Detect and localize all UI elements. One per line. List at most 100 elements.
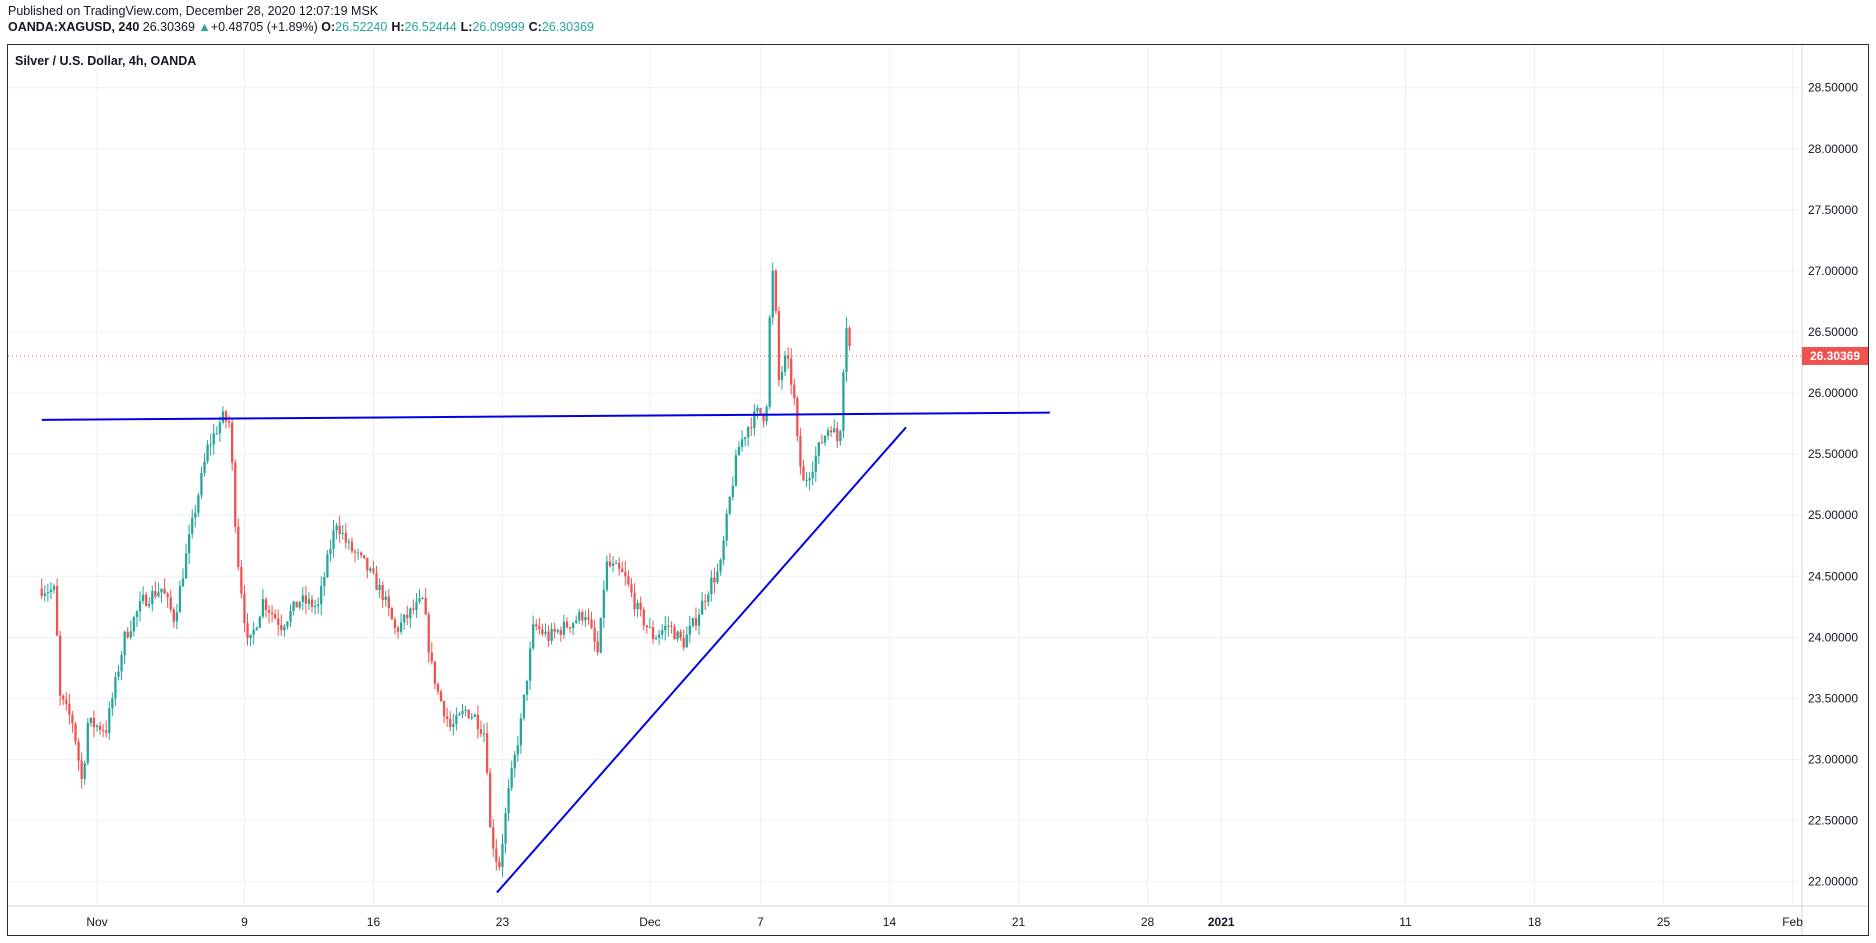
candle-body	[154, 591, 157, 597]
candle-body	[455, 715, 458, 725]
up-candle	[728, 495, 731, 516]
candle-body	[415, 601, 418, 610]
down-candle	[446, 707, 449, 727]
up-candle	[307, 592, 311, 610]
up-candle	[108, 701, 111, 740]
up-candle	[737, 441, 741, 456]
up-candle	[676, 630, 679, 642]
down-candle	[777, 306, 781, 387]
candle-body	[618, 563, 621, 569]
candle-body	[513, 754, 516, 769]
candle-body	[829, 430, 833, 433]
candle-body	[489, 772, 492, 828]
candle-body	[608, 561, 612, 566]
candle-body	[654, 637, 658, 640]
candle-body	[243, 593, 246, 624]
down-candle	[412, 599, 415, 615]
down-candle	[231, 418, 234, 471]
up-candle	[845, 317, 848, 382]
down-candle	[169, 589, 172, 613]
candle-body	[750, 427, 753, 429]
down-candle	[774, 268, 777, 315]
candle-body	[393, 619, 397, 628]
candle-body	[651, 627, 655, 640]
y-tick-label: 22.00000	[1808, 875, 1858, 889]
candle-body	[734, 455, 738, 486]
x-tick-label: 23	[496, 915, 510, 929]
candle-body	[298, 601, 301, 608]
down-candle	[651, 620, 655, 644]
candle-body	[596, 641, 599, 653]
up-candle	[519, 713, 523, 754]
down-candle	[670, 621, 673, 634]
candle-body	[762, 413, 765, 422]
down-candle	[372, 560, 375, 575]
candle-body	[58, 635, 62, 696]
candle-body	[676, 631, 679, 640]
candle-body	[289, 610, 292, 622]
up-candle	[562, 614, 566, 640]
up-candle	[329, 539, 332, 562]
x-tick-label: 21	[1012, 915, 1026, 929]
x-tick-label: 9	[241, 915, 248, 929]
up-candle	[347, 538, 351, 551]
up-candle	[501, 833, 504, 877]
chart-frame[interactable]	[7, 44, 1869, 936]
down-candle	[172, 607, 175, 628]
candle-body	[599, 617, 602, 653]
down-candle	[243, 585, 246, 633]
candle-body	[234, 462, 237, 527]
candle-body	[584, 617, 587, 621]
down-candle	[237, 518, 240, 571]
candle-body	[464, 709, 467, 712]
candle-body	[485, 733, 489, 773]
candle-body	[366, 557, 369, 571]
up-candle	[114, 672, 117, 706]
candle-body	[329, 549, 332, 555]
up-candle	[654, 634, 658, 640]
candle-body	[237, 526, 240, 568]
candle-body	[132, 617, 136, 632]
down-candle	[581, 609, 584, 626]
up-candle	[513, 751, 516, 778]
up-candle	[95, 723, 99, 732]
up-candle	[123, 630, 126, 665]
candle-body	[375, 572, 378, 591]
candle-body	[707, 594, 710, 602]
down-candle	[65, 692, 68, 711]
down-candle	[430, 642, 433, 665]
up-candle	[544, 623, 547, 638]
candle-body	[46, 592, 50, 594]
candle-body	[817, 442, 820, 456]
down-candle	[492, 819, 495, 857]
candle-body	[845, 327, 848, 373]
candle-body	[756, 408, 759, 412]
symbol-label: OANDA:XAGUSD, 240	[8, 20, 140, 34]
candle-body	[704, 600, 707, 602]
candle-body	[568, 627, 572, 629]
up-candle	[700, 591, 704, 615]
down-candle	[240, 559, 243, 599]
candle-body	[101, 730, 105, 732]
candle-body	[624, 571, 627, 577]
candle-body	[532, 624, 535, 649]
up-candle	[317, 597, 320, 614]
up-candle	[470, 713, 473, 721]
candle-body	[446, 716, 449, 719]
candle-body	[326, 554, 329, 578]
current-price-label: 26.30369	[1810, 349, 1860, 363]
down-candle	[802, 459, 805, 481]
candle-body	[261, 599, 265, 617]
candle-body	[188, 534, 191, 554]
x-tick-label: 25	[1657, 915, 1671, 929]
down-candle	[77, 738, 80, 771]
up-candle	[286, 620, 289, 630]
low-value: 26.09999	[472, 20, 525, 34]
candle-body	[378, 584, 381, 591]
down-candle	[750, 417, 753, 437]
up-candle	[49, 582, 53, 600]
candle-body	[839, 430, 842, 442]
up-candle	[289, 604, 292, 628]
up-candle	[86, 718, 89, 766]
